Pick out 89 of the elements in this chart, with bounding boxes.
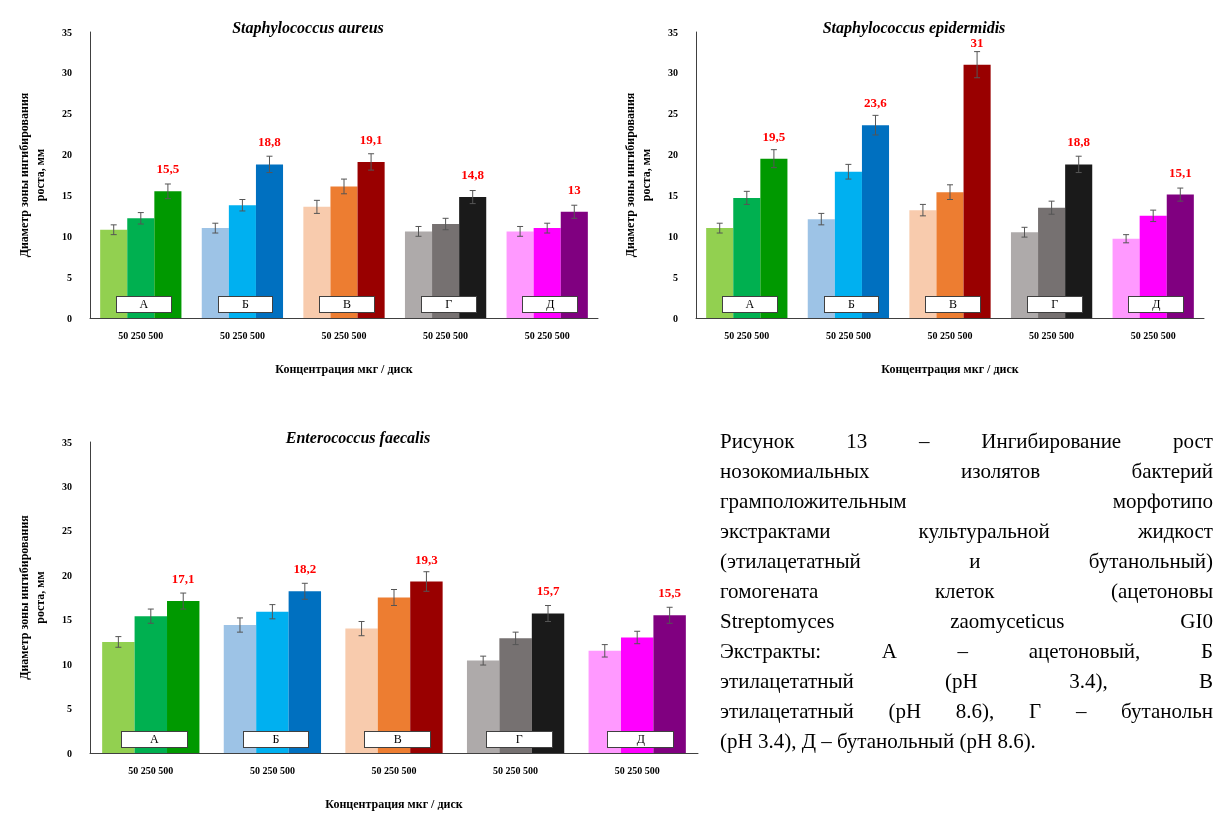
y-tick-label: 10 (62, 230, 72, 242)
x-tick-label: 50 250 500 (524, 329, 570, 341)
data-label: 14,8 (461, 167, 485, 183)
y-tick-label: 30 (62, 480, 72, 492)
text: нозокомиальных изолятов бактерий (720, 458, 1213, 485)
x-tick-label: 50 250 500 (927, 329, 973, 341)
x-axis-title: Концентрация мкг / диск (881, 362, 1019, 376)
label-box: Б (217, 296, 274, 313)
data-label: 19,3 (415, 551, 439, 567)
x-axis-title: Концентрация мкг / диск (325, 797, 463, 811)
y-axis-title: Диаметр зоны ингибирования роста, мм (623, 92, 653, 258)
x-tick-label: 50 250 500 (825, 329, 871, 341)
x-tick-label: 50 250 500 (371, 764, 417, 776)
data-label: 17,1 (171, 571, 195, 587)
y-tick-label: 20 (62, 149, 72, 161)
data-label: 18,2 (293, 561, 317, 577)
y-tick-label: 5 (67, 703, 72, 715)
y-tick-label: 10 (668, 230, 678, 242)
data-label: 15,5 (658, 585, 682, 601)
y-tick-label: 35 (668, 26, 678, 38)
y-tick-label: 35 (62, 436, 72, 448)
text: экстрактами культуральной жидкост (720, 518, 1213, 545)
y-axis-title: Диаметр зоны ингибирования роста, мм (17, 92, 47, 258)
x-tick-label: 50 250 500 (118, 329, 164, 341)
y-tick-label: 0 (673, 312, 678, 324)
text: (pH 3.4), Д – бутанольный (pH 8.6). (720, 728, 1037, 755)
x-tick-label: 50 250 500 (614, 764, 660, 776)
y-axis-title: Диаметр зоны ингибирования роста, мм (17, 514, 47, 680)
y-tick-label: 25 (62, 108, 72, 120)
data-label: 19,5 (762, 128, 786, 144)
label-box: А (121, 731, 188, 748)
label-box: А (721, 296, 778, 313)
y-tick-label: 25 (668, 108, 678, 120)
label-box: Д (522, 296, 579, 313)
x-tick-label: 50 250 500 (128, 764, 174, 776)
y-tick-label: 5 (673, 271, 678, 283)
y-tick-label: 35 (62, 26, 72, 38)
y-tick-label: 30 (668, 67, 678, 79)
x-tick-label: 50 250 500 (321, 329, 367, 341)
label-box: Г (485, 731, 553, 748)
label-box: Д (607, 731, 675, 748)
data-label: 13 (567, 181, 582, 197)
data-label: 18,8 (1067, 134, 1091, 150)
label-box: Г (420, 296, 477, 313)
y-tick-label: 15 (668, 189, 678, 201)
y-tick-label: 5 (67, 271, 72, 283)
x-tick-label: 50 250 500 (423, 329, 469, 341)
x-tick-label: 50 250 500 (1130, 329, 1176, 341)
y-tick-label: 15 (62, 189, 72, 201)
x-tick-label: 50 250 500 (249, 764, 295, 776)
y-tick-label: 0 (67, 312, 72, 324)
y-tick-label: 10 (62, 658, 72, 670)
label-box: В (319, 296, 375, 313)
y-tick-label: 0 (67, 747, 72, 759)
label-box: А (115, 296, 172, 313)
text: этилацетатный (pH 8.6), Г – бутанольн (720, 698, 1213, 725)
x-tick-label: 50 250 500 (724, 329, 770, 341)
label-box: Б (823, 296, 880, 313)
data-label: 15,7 (536, 583, 560, 599)
data-label: 19,1 (359, 131, 383, 147)
data-label: 31 (970, 34, 984, 50)
data-label: 23,6 (864, 95, 888, 111)
y-tick-label: 30 (62, 67, 72, 79)
text: Экстракты: А – ацетоновый, Б (720, 638, 1213, 665)
y-tick-label: 20 (668, 149, 678, 161)
text: (этилацетатный и бутанольный) (720, 548, 1213, 575)
y-tick-label: 15 (62, 614, 72, 626)
label-box: Б (242, 731, 310, 748)
x-axis-title: Концентрация мкг / диск (275, 362, 413, 376)
text: Рисунок 13 – Ингибирование рост (720, 428, 1213, 455)
text: этилацетатный (pH 3.4), В (720, 668, 1213, 695)
label-box: В (364, 731, 432, 748)
label-box: Д (1128, 296, 1185, 313)
text: грамположительным морфотипо (720, 488, 1213, 515)
chart-title: Staphylococcus epidermidis (822, 18, 1006, 37)
text: Streptomyces zaomyceticus GI0 (720, 608, 1213, 635)
data-label: 18,8 (258, 134, 282, 150)
chart-title: Staphylococcus aureus (232, 18, 384, 37)
y-tick-label: 20 (62, 569, 72, 581)
x-tick-label: 50 250 500 (493, 764, 539, 776)
x-tick-label: 50 250 500 (219, 329, 265, 341)
text: гомогената клеток (ацетоновы (720, 578, 1213, 605)
label-box: В (925, 296, 981, 313)
chart-title: Enterococcus faecalis (284, 428, 431, 447)
y-tick-label: 25 (62, 525, 72, 537)
data-label: 15,5 (156, 161, 180, 177)
x-tick-label: 50 250 500 (1029, 329, 1075, 341)
label-box: Г (1026, 296, 1083, 313)
data-label: 15,1 (1168, 164, 1192, 180)
